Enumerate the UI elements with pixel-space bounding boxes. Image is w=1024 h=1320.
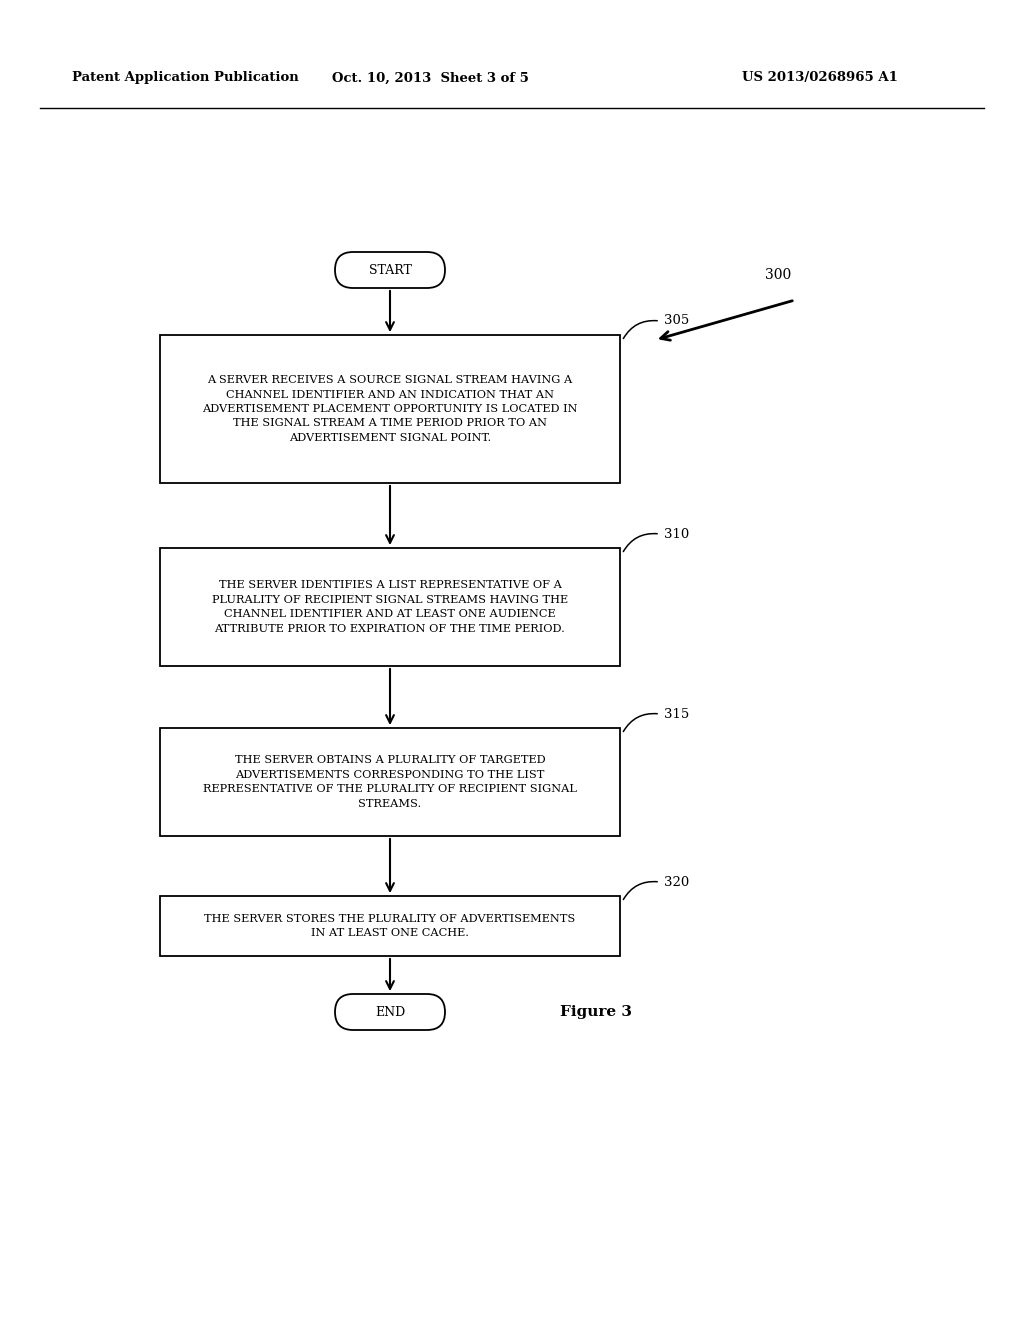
Bar: [160, 548, 620, 667]
Bar: [160, 729, 620, 836]
Text: 315: 315: [664, 708, 689, 721]
Text: 300: 300: [765, 268, 792, 282]
Text: THE SERVER IDENTIFIES A LIST REPRESENTATIVE OF A
PLURALITY OF RECIPIENT SIGNAL S: THE SERVER IDENTIFIES A LIST REPRESENTAT…: [212, 581, 568, 634]
Bar: [160, 335, 620, 483]
Text: THE SERVER STORES THE PLURALITY OF ADVERTISEMENTS
IN AT LEAST ONE CACHE.: THE SERVER STORES THE PLURALITY OF ADVER…: [205, 913, 575, 939]
Text: 305: 305: [664, 314, 689, 327]
Text: US 2013/0268965 A1: US 2013/0268965 A1: [742, 71, 898, 84]
Text: END: END: [375, 1006, 406, 1019]
Text: Patent Application Publication: Patent Application Publication: [72, 71, 299, 84]
FancyBboxPatch shape: [335, 252, 445, 288]
Text: A SERVER RECEIVES A SOURCE SIGNAL STREAM HAVING A
CHANNEL IDENTIFIER AND AN INDI: A SERVER RECEIVES A SOURCE SIGNAL STREAM…: [203, 375, 578, 442]
Text: Figure 3: Figure 3: [560, 1005, 632, 1019]
Text: THE SERVER OBTAINS A PLURALITY OF TARGETED
ADVERTISEMENTS CORRESPONDING TO THE L: THE SERVER OBTAINS A PLURALITY OF TARGET…: [203, 755, 577, 809]
Bar: [160, 896, 620, 956]
Text: 320: 320: [664, 875, 689, 888]
Text: 310: 310: [664, 528, 689, 540]
Text: Oct. 10, 2013  Sheet 3 of 5: Oct. 10, 2013 Sheet 3 of 5: [332, 71, 528, 84]
Text: START: START: [369, 264, 412, 276]
FancyBboxPatch shape: [335, 994, 445, 1030]
